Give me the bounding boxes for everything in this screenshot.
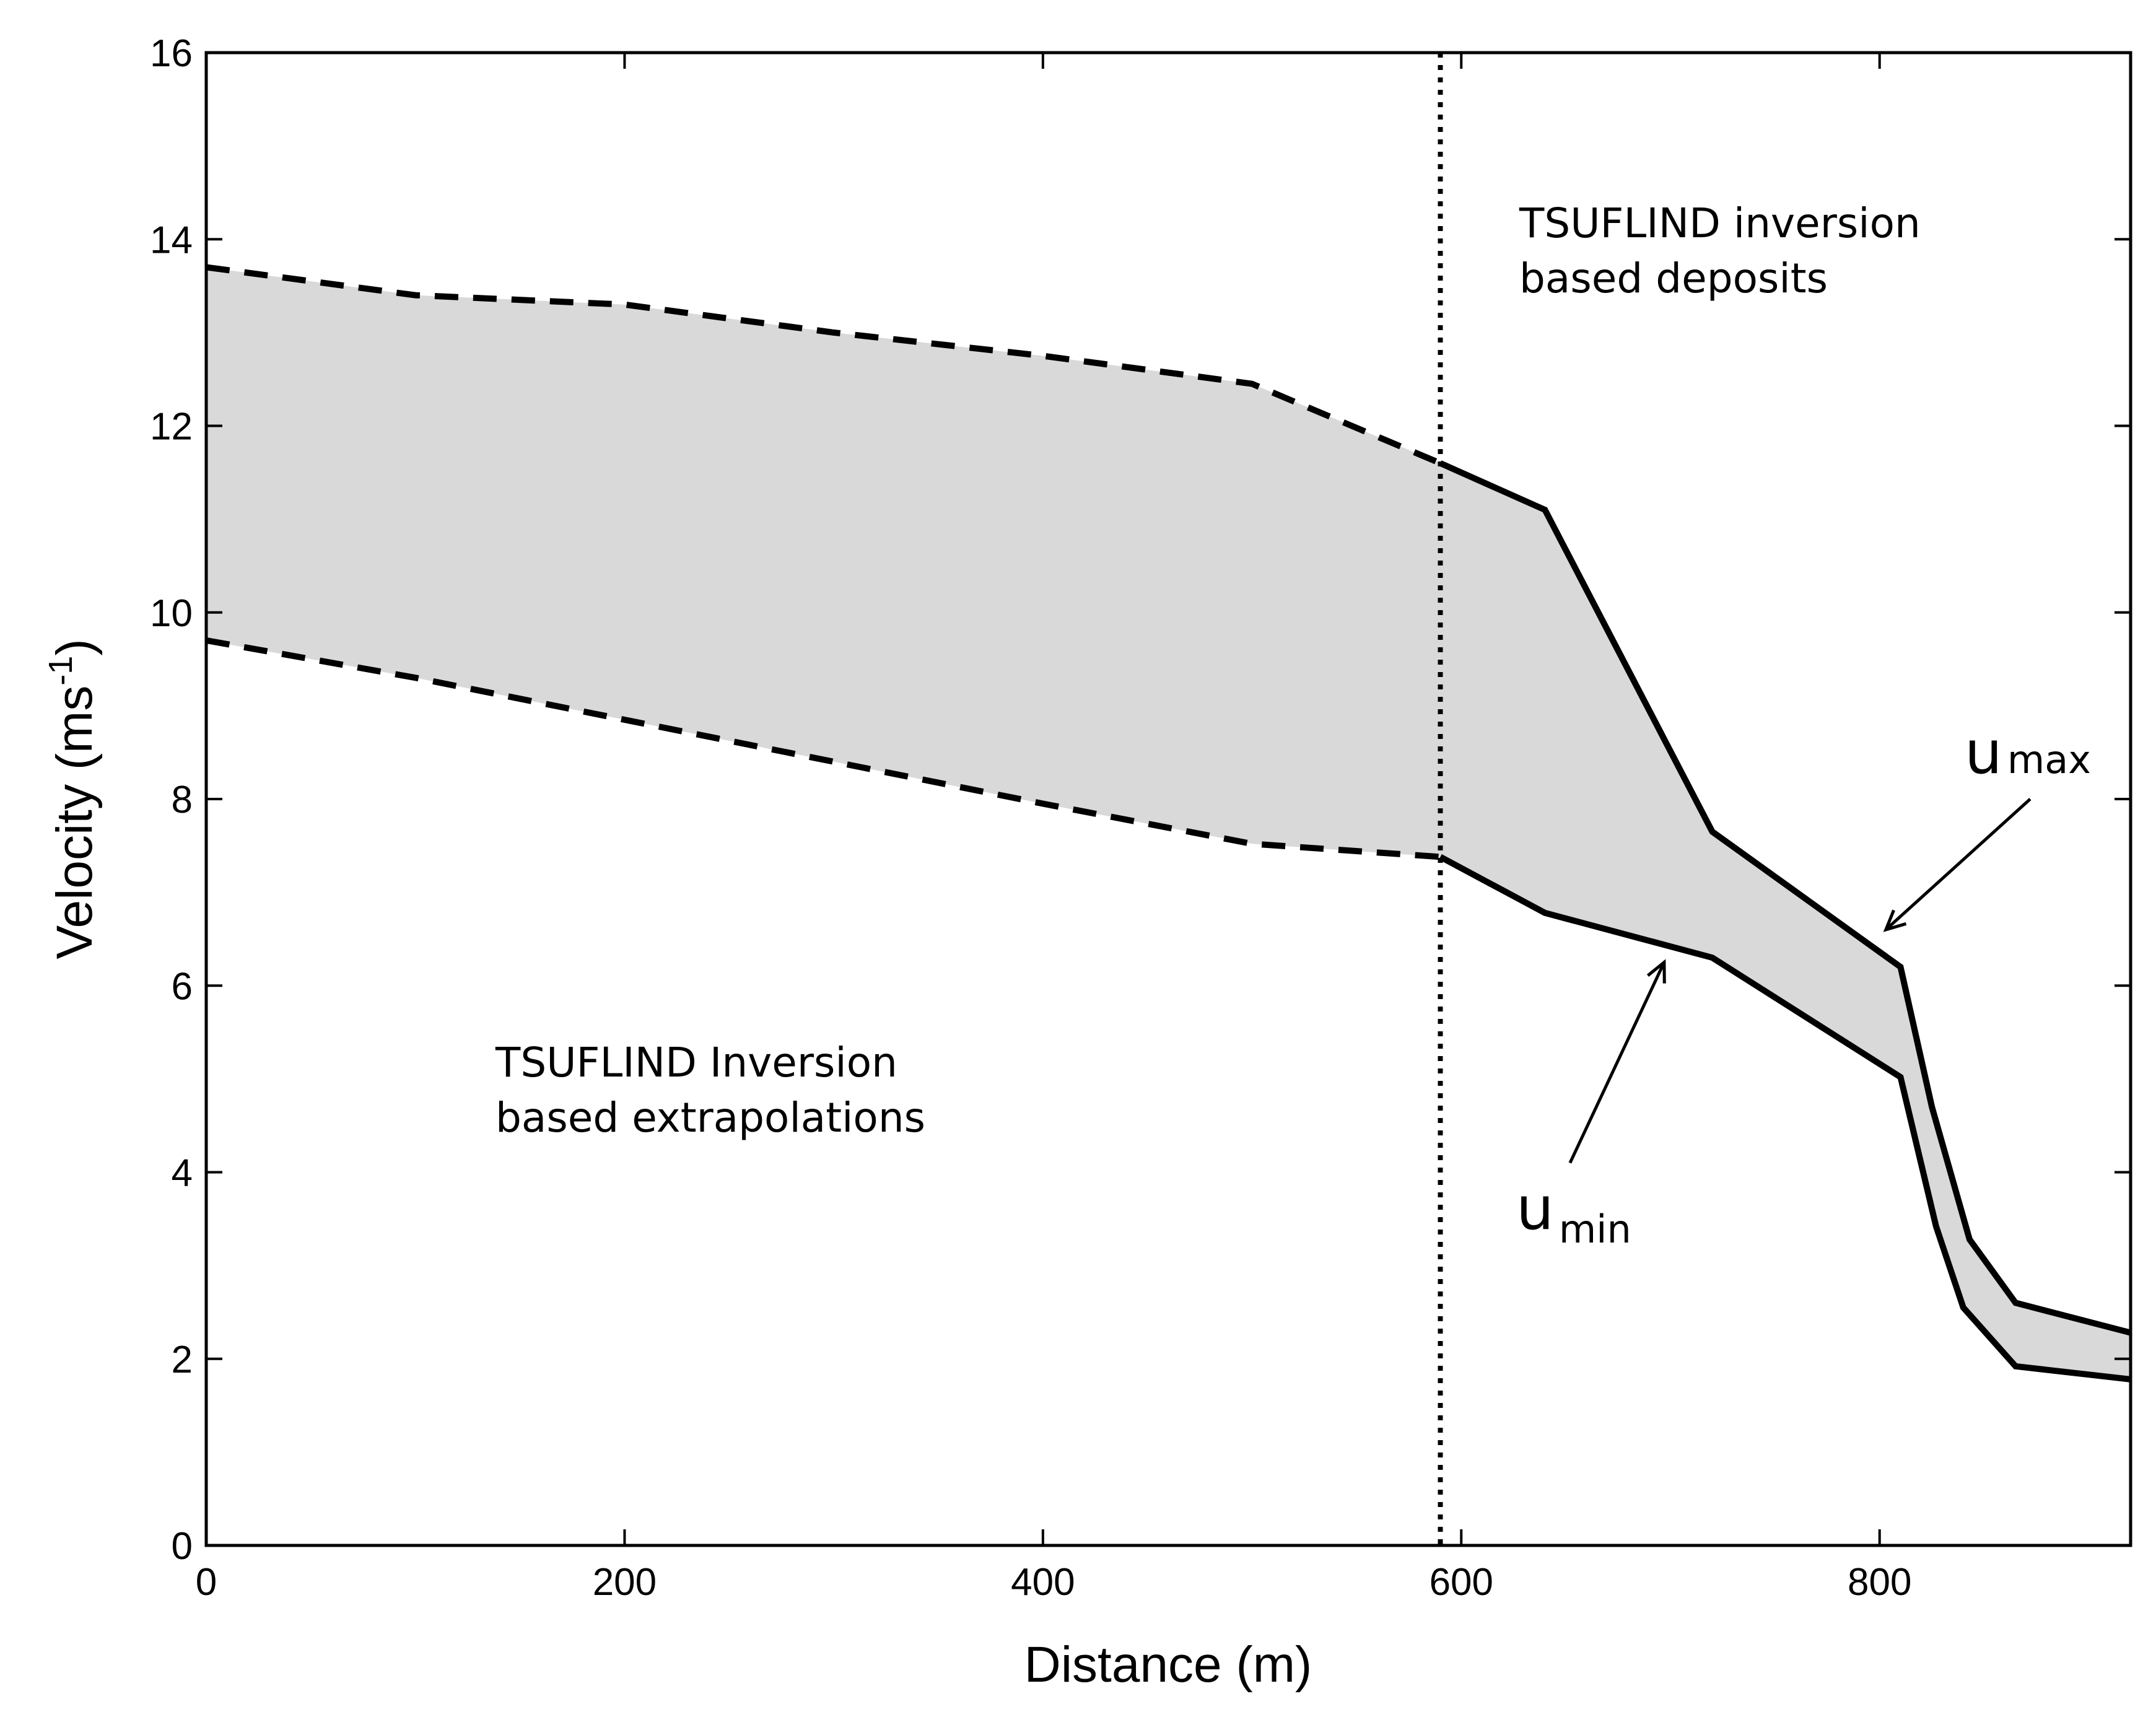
label-arrows (1568, 798, 2032, 1164)
x-tick-label: 400 (1011, 1561, 1075, 1604)
axis-ticks: 0 200 400 600 800 0 2 4 6 8 10 12 14 16 (150, 32, 2131, 1604)
u-max-arrow-head (1883, 909, 1907, 932)
y-axis-title-main: Velocity (ms (46, 686, 103, 959)
left-annotation-line-1: TSUFLIND Inversion (495, 1039, 897, 1086)
velocity-range-band (206, 267, 2131, 1379)
u-min-arrow-head (1646, 959, 1666, 984)
u-max-arrow (1885, 798, 2032, 931)
y-axis-title-superscript: -1 (42, 656, 79, 686)
y-tick-label: 10 (150, 592, 193, 635)
plot-layer (206, 53, 2131, 1545)
right-annotation-line-1: TSUFLIND inversion (1519, 199, 1921, 247)
y-tick-label: 2 (172, 1339, 193, 1381)
left-annotation-line-2: based extrapolations (495, 1094, 925, 1142)
y-axis-title-close: ) (46, 639, 103, 655)
u-min-label: u min (1516, 1174, 1631, 1252)
x-tick-label: 200 (593, 1561, 657, 1604)
y-tick-label: 16 (150, 32, 193, 75)
u-min-label-sub: min (1559, 1207, 1631, 1252)
plot-frame (204, 51, 2132, 1547)
y-tick-label: 12 (150, 406, 193, 448)
x-tick-label: 600 (1429, 1561, 1493, 1604)
u-max-label-main: u (1965, 718, 2002, 787)
x-axis-title: Distance (m) (1024, 1636, 1312, 1693)
u-max-inversion-line (1439, 460, 2131, 1336)
u-max-extrapolated-line (206, 264, 1442, 466)
u-min-inversion-line (1439, 854, 2131, 1383)
y-tick-label: 6 (172, 965, 193, 1008)
y-tick-label: 4 (172, 1152, 193, 1195)
u-max-label: u max (1965, 718, 2091, 787)
right-annotation-line-2: based deposits (1519, 255, 1828, 302)
u-min-extrapolated-line (206, 637, 1441, 860)
u-min-label-main: u (1516, 1174, 1554, 1243)
y-axis-title: Velocity (ms-1) (42, 639, 103, 959)
y-tick-label: 8 (172, 779, 193, 821)
u-max-label-sub: max (2007, 737, 2091, 782)
x-tick-label: 800 (1848, 1561, 1911, 1604)
y-tick-label: 0 (172, 1525, 193, 1568)
y-tick-label: 14 (150, 219, 193, 261)
u-min-arrow (1568, 961, 1666, 1164)
x-tick-label: 0 (196, 1561, 217, 1604)
